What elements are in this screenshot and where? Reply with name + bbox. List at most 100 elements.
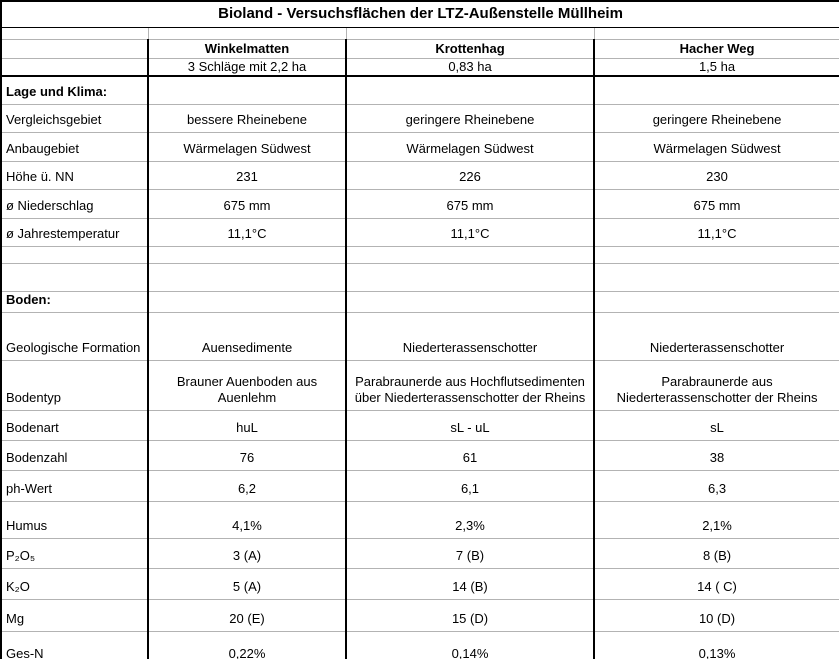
cell-value: 2,1% [594,501,839,539]
cell-value: 11,1°C [148,218,347,247]
section-label: Boden: [1,291,149,313]
cell-value: bessere Rheinebene [148,104,347,133]
cell-value [594,76,839,105]
cell-value: 3 (A) [148,538,347,569]
row-label: K₂O [1,568,149,600]
cell-value: Niederterassenschotter [594,312,839,361]
cell-value: 15 (D) [346,599,595,632]
row-label: Höhe ü. NN [1,161,149,190]
cell-value: 14 ( C) [594,568,839,600]
site-areas-row: 3 Schläge mit 2,2 ha 0,83 ha 1,5 ha [1,58,839,77]
empty-cell [346,246,595,264]
cell-value: 0,22% [148,631,347,659]
cell-value: geringere Rheinebene [346,104,595,133]
table-title-row: Bioland - Versuchsflächen der LTZ-Außens… [1,1,839,28]
table-row-vergleichsgebiet: Vergleichsgebiet bessere Rheinebene geri… [1,104,839,133]
row-label: Humus [1,501,149,539]
cell-value: 6,3 [594,470,839,502]
cell-value: Brauner Auenboden aus Auenlehm [148,360,347,411]
site-area: 0,83 ha [346,58,595,77]
cell-value: Wärmelagen Südwest [346,132,595,162]
cell-value: 230 [594,161,839,190]
empty-cell [148,27,347,40]
cell-value: 20 (E) [148,599,347,632]
table-row-hoehe: Höhe ü. NN 231 226 230 [1,161,839,190]
cell-value [346,76,595,105]
site-name-winkelmatten: Winkelmatten [148,39,347,59]
empty-cell [148,263,347,292]
cell-value [148,291,347,313]
table-row-k2o: K₂O 5 (A) 14 (B) 14 ( C) [1,568,839,600]
cell-value: Parabraunerde aus Niederterassenschotter… [594,360,839,411]
table-row-geologische-formation: Geologische Formation Auensedimente Nied… [1,312,839,361]
row-label: Ges-N [1,631,149,659]
empty-cell [594,27,839,40]
cell-value: 5 (A) [148,568,347,600]
spacer-row [1,246,839,264]
cell-value: Parabraunerde aus Hochflutsedimenten übe… [346,360,595,411]
section-label: Lage und Klima: [1,76,149,105]
cell-value: 6,2 [148,470,347,502]
table-row-p2o5: P₂O₅ 3 (A) 7 (B) 8 (B) [1,538,839,569]
cell-value: 0,13% [698,646,736,659]
cell-value: 11,1°C [346,218,595,247]
empty-cell [346,263,595,292]
cell-value: 7 (B) [346,538,595,569]
cell-value: sL - uL [346,410,595,441]
cell-value: Wärmelagen Südwest [148,132,347,162]
cell-value: Niederterassenschotter [346,312,595,361]
row-label: Bodenzahl [1,440,149,471]
cell-value [346,291,595,313]
cell-value: 4,1% [148,501,347,539]
site-area: 3 Schläge mit 2,2 ha [148,58,347,77]
empty-cell [594,246,839,264]
cell-value: Auensedimente [148,312,347,361]
cell-value: 675 mm [148,189,347,219]
table-row-mg: Mg 20 (E) 15 (D) 10 (D) [1,599,839,632]
table-row-ph-wert: ph-Wert 6,2 6,1 6,3 [1,470,839,502]
page-title: Bioland - Versuchsflächen der LTZ-Außens… [1,1,839,28]
cell-value: 226 [346,161,595,190]
site-area: 1,5 ha [594,58,839,77]
cell-value: 231 [148,161,347,190]
cell-value: 14 (B) [346,568,595,600]
cell-value [594,291,839,313]
row-label: Geologische Formation [1,312,149,361]
table-row-bodenart: Bodenart huL sL - uL sL [1,410,839,441]
cell-value: Wärmelagen Südwest [594,132,839,162]
spacer-row [1,263,839,292]
cell-value [148,76,347,105]
cell-value: 0,14% [346,631,595,659]
cell-value: 76 [148,440,347,471]
cell-value: 2,3% [346,501,595,539]
row-label: P₂O₅ [1,538,149,569]
empty-cell [1,246,149,264]
empty-cell [148,246,347,264]
table-row-ges-n: Ges-N 0,22% 0,14% 0,13% [1,631,839,659]
site-names-row: Winkelmatten Krottenhag Hacher Weg [1,39,839,59]
cell-value: geringere Rheinebene [594,104,839,133]
cell-value: 675 mm [346,189,595,219]
cell-value: 38 [594,440,839,471]
site-name-krottenhag: Krottenhag [346,39,595,59]
row-label: Anbaugebiet [1,132,149,162]
row-label: ø Jahrestemperatur [1,218,149,247]
table-row-bodenzahl: Bodenzahl 76 61 38 [1,440,839,471]
table-row-niederschlag: ø Niederschlag 675 mm 675 mm 675 mm [1,189,839,219]
row-label: Bodentyp [1,360,149,411]
section-row-lage-und-klima: Lage und Klima: [1,76,839,105]
section-row-boden: Boden: [1,291,839,313]
row-label: Mg [1,599,149,632]
cell-value: 6,1 [346,470,595,502]
table-row-bodentyp: Bodentyp Brauner Auenboden aus Auenlehm … [1,360,839,411]
empty-cell [1,39,149,59]
table-row-anbaugebiet: Anbaugebiet Wärmelagen Südwest Wärmelage… [1,132,839,162]
empty-cell [1,263,149,292]
empty-cell [346,27,595,40]
row-label: Vergleichsgebiet [1,104,149,133]
row-label: ph-Wert [1,470,149,502]
row-label: ø Niederschlag [1,189,149,219]
empty-cell [594,263,839,292]
cell-value: 10 (D) [594,599,839,632]
